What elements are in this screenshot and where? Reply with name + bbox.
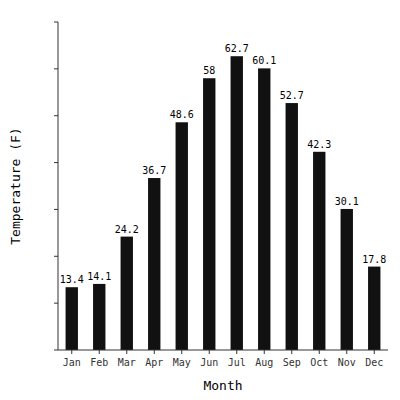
y-axis-line [58, 22, 59, 350]
data-labels: 13.414.1 24.2 36.7 48.6 58 62.760.1 52.7 42.3 30… [60, 43, 387, 285]
bar [368, 267, 380, 350]
y-tick [54, 115, 58, 116]
x-tick-label: Jun [200, 357, 218, 368]
bar [258, 68, 270, 350]
data-label: 62.7 [225, 43, 249, 54]
x-tick-label: Oct [310, 357, 328, 368]
bar [313, 152, 325, 350]
x-tick-label: Feb [90, 357, 108, 368]
data-label: 58 [203, 65, 215, 76]
x-tick-label: Nov [338, 357, 356, 368]
bar [231, 56, 243, 350]
y-tick [54, 209, 58, 210]
x-tick [71, 350, 72, 354]
x-tick-label: May [173, 357, 191, 368]
bar [341, 209, 353, 350]
axes: Jan Feb Mar Apr May Jun Jul Aug Sep Oct Nov Dec [54, 22, 388, 368]
x-tick [374, 350, 375, 354]
x-tick-label: Aug [255, 357, 273, 368]
x-tick-label: Sep [283, 357, 301, 368]
data-label: 52.7 [280, 90, 304, 101]
y-tick [54, 68, 58, 69]
x-tick [264, 350, 265, 354]
data-label: 30.1 [335, 196, 359, 207]
x-tick [236, 350, 237, 354]
bar [176, 122, 188, 350]
y-tick [54, 162, 58, 163]
chart-svg: 13.414.1 24.2 36.7 48.6 58 62.760.1 52.7 42.3 30… [0, 0, 400, 400]
x-tick [154, 350, 155, 354]
x-axis-line [58, 350, 388, 351]
x-tick-label: Dec [365, 357, 383, 368]
data-label: 13.4 [60, 274, 84, 285]
x-tick-label: Apr [145, 357, 163, 368]
data-label: 42.3 [307, 139, 331, 150]
x-tick [319, 350, 320, 354]
y-tick [54, 22, 58, 23]
x-tick [99, 350, 100, 354]
data-label: 60.1 [252, 55, 276, 66]
bars [66, 56, 381, 350]
data-label: 14.1 [87, 271, 111, 282]
x-tick-label: Jan [63, 357, 81, 368]
y-tick [54, 256, 58, 257]
bar [148, 178, 160, 350]
data-label: 24.2 [115, 224, 139, 235]
x-axis-label: Month [203, 378, 242, 393]
bar [121, 237, 133, 350]
y-tick [54, 350, 58, 351]
x-tick [209, 350, 210, 354]
bar [203, 78, 215, 350]
x-tick-label: Mar [118, 357, 136, 368]
data-label: 36.7 [142, 165, 166, 176]
y-axis-label: Temperature (F) [8, 127, 23, 244]
chart-container: 13.414.1 24.2 36.7 48.6 58 62.760.1 52.7 42.3 30… [0, 0, 400, 400]
x-tick [181, 350, 182, 354]
y-tick [54, 303, 58, 304]
x-tick [346, 350, 347, 354]
x-tick-label: Jul [228, 357, 246, 368]
x-tick [291, 350, 292, 354]
data-label: 17.8 [362, 254, 386, 265]
data-label: 48.6 [170, 109, 194, 120]
x-tick [126, 350, 127, 354]
bar [93, 284, 105, 350]
bar [66, 287, 78, 350]
bar [286, 103, 298, 350]
